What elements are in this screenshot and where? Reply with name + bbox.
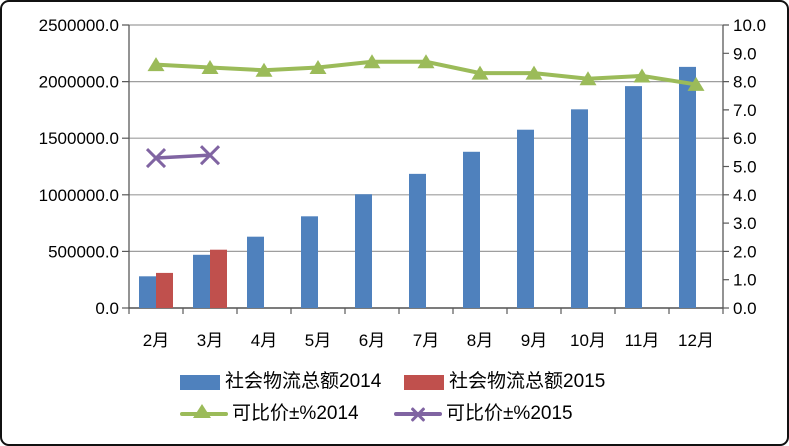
svg-text:2月: 2月 xyxy=(143,331,169,350)
svg-text:0.0: 0.0 xyxy=(733,299,757,318)
svg-text:9月: 9月 xyxy=(521,331,547,350)
legend-label-line-2014: 可比价±%2014 xyxy=(232,403,359,424)
svg-text:7月: 7月 xyxy=(413,331,439,350)
legend-swatch-bar-2014 xyxy=(180,375,220,390)
svg-text:9.0: 9.0 xyxy=(733,44,757,63)
legend-triangle-marker-icon xyxy=(193,404,211,418)
svg-text:10月: 10月 xyxy=(570,331,606,350)
svg-text:2500000.0: 2500000.0 xyxy=(39,16,119,35)
legend-label-bar-2015: 社会物流总额2015 xyxy=(449,371,606,392)
svg-text:500000.0: 500000.0 xyxy=(48,242,119,261)
svg-text:2000000.0: 2000000.0 xyxy=(39,73,119,92)
svg-text:8.0: 8.0 xyxy=(733,73,757,92)
chart-plot-area: 2500000.0 2000000.0 1500000.0 1000000.0 5000… xyxy=(39,16,766,350)
legend-x-marker-icon xyxy=(408,404,428,424)
svg-text:7.0: 7.0 xyxy=(733,101,757,120)
svg-text:8月: 8月 xyxy=(467,331,493,350)
svg-text:1500000.0: 1500000.0 xyxy=(39,129,119,148)
svg-text:5月: 5月 xyxy=(305,331,331,350)
svg-text:5.0: 5.0 xyxy=(733,158,757,177)
svg-text:3.0: 3.0 xyxy=(733,214,757,233)
svg-text:4月: 4月 xyxy=(251,331,277,350)
legend-swatch-bar-2015 xyxy=(404,375,444,390)
svg-text:6月: 6月 xyxy=(359,331,385,350)
legend-label-line-2015: 可比价±%2015 xyxy=(446,403,573,424)
svg-text:11月: 11月 xyxy=(625,331,660,350)
svg-text:10.0: 10.0 xyxy=(733,16,766,35)
svg-text:4.0: 4.0 xyxy=(733,186,757,205)
svg-text:1000000.0: 1000000.0 xyxy=(39,186,119,205)
legend-label-bar-2014: 社会物流总额2014 xyxy=(225,371,382,392)
svg-text:3月: 3月 xyxy=(197,331,223,350)
svg-text:12月: 12月 xyxy=(678,331,714,350)
svg-text:0.0: 0.0 xyxy=(95,299,119,318)
svg-text:6.0: 6.0 xyxy=(733,129,757,148)
svg-text:2.0: 2.0 xyxy=(733,242,757,261)
svg-text:1.0: 1.0 xyxy=(733,271,757,290)
